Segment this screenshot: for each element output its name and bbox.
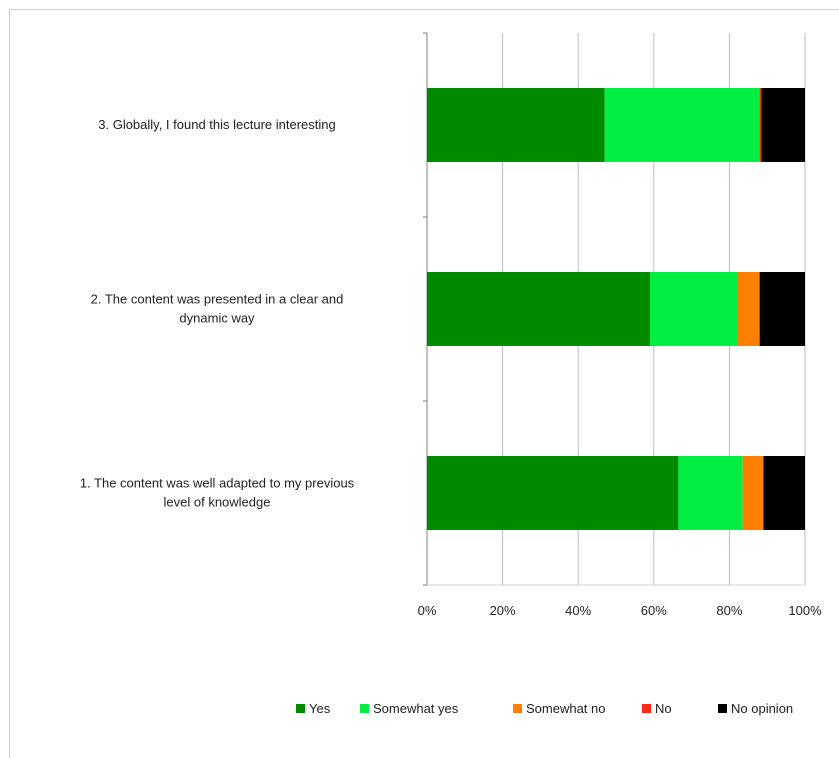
category-label-line: level of knowledge: [164, 495, 271, 510]
category-label-line: dynamic way: [179, 311, 255, 326]
bar-segment-somewhat-no: [742, 456, 764, 530]
category-label-line: 2. The content was presented in a clear …: [91, 292, 344, 307]
x-tick-label: 80%: [716, 603, 742, 618]
bar-segment-yes: [427, 272, 651, 346]
legend-label-no-opinion: No opinion: [731, 701, 793, 716]
bar-segment-somewhat-no: [736, 272, 760, 346]
legend-swatch-no: [642, 704, 651, 713]
category-label-line: 1. The content was well adapted to my pr…: [80, 476, 355, 491]
legend-swatch-somewhat-no: [513, 704, 522, 713]
bar-segment-no-opinion: [763, 456, 805, 530]
bar-segment-no: [759, 88, 762, 162]
bar-segment-yes: [427, 456, 679, 530]
bar-segment-somewhat-yes: [604, 88, 760, 162]
x-tick-label: 100%: [788, 603, 822, 618]
x-tick-label: 0%: [418, 603, 437, 618]
bar-segment-no-opinion: [759, 272, 805, 346]
bar-segment-no-opinion: [761, 88, 805, 162]
legend-swatch-somewhat-yes: [360, 704, 369, 713]
legend-label-somewhat-no: Somewhat no: [526, 701, 606, 716]
legend-label-somewhat-yes: Somewhat yes: [373, 701, 459, 716]
legend-label-yes: Yes: [309, 701, 331, 716]
x-tick-label: 40%: [565, 603, 591, 618]
x-tick-label: 20%: [490, 603, 516, 618]
bar-segment-somewhat-yes: [678, 456, 743, 530]
category-label: 2. The content was presented in a clear …: [91, 292, 344, 326]
legend-swatch-no-opinion: [718, 704, 727, 713]
bar-segment-yes: [427, 88, 605, 162]
x-tick-label: 60%: [641, 603, 667, 618]
legend-swatch-yes: [296, 704, 305, 713]
category-label-line: 3. Globally, I found this lecture intere…: [98, 117, 336, 132]
category-label: 3. Globally, I found this lecture intere…: [98, 117, 336, 132]
legend-label-no: No: [655, 701, 672, 716]
bar-segment-somewhat-yes: [650, 272, 737, 346]
category-label: 1. The content was well adapted to my pr…: [80, 476, 355, 510]
